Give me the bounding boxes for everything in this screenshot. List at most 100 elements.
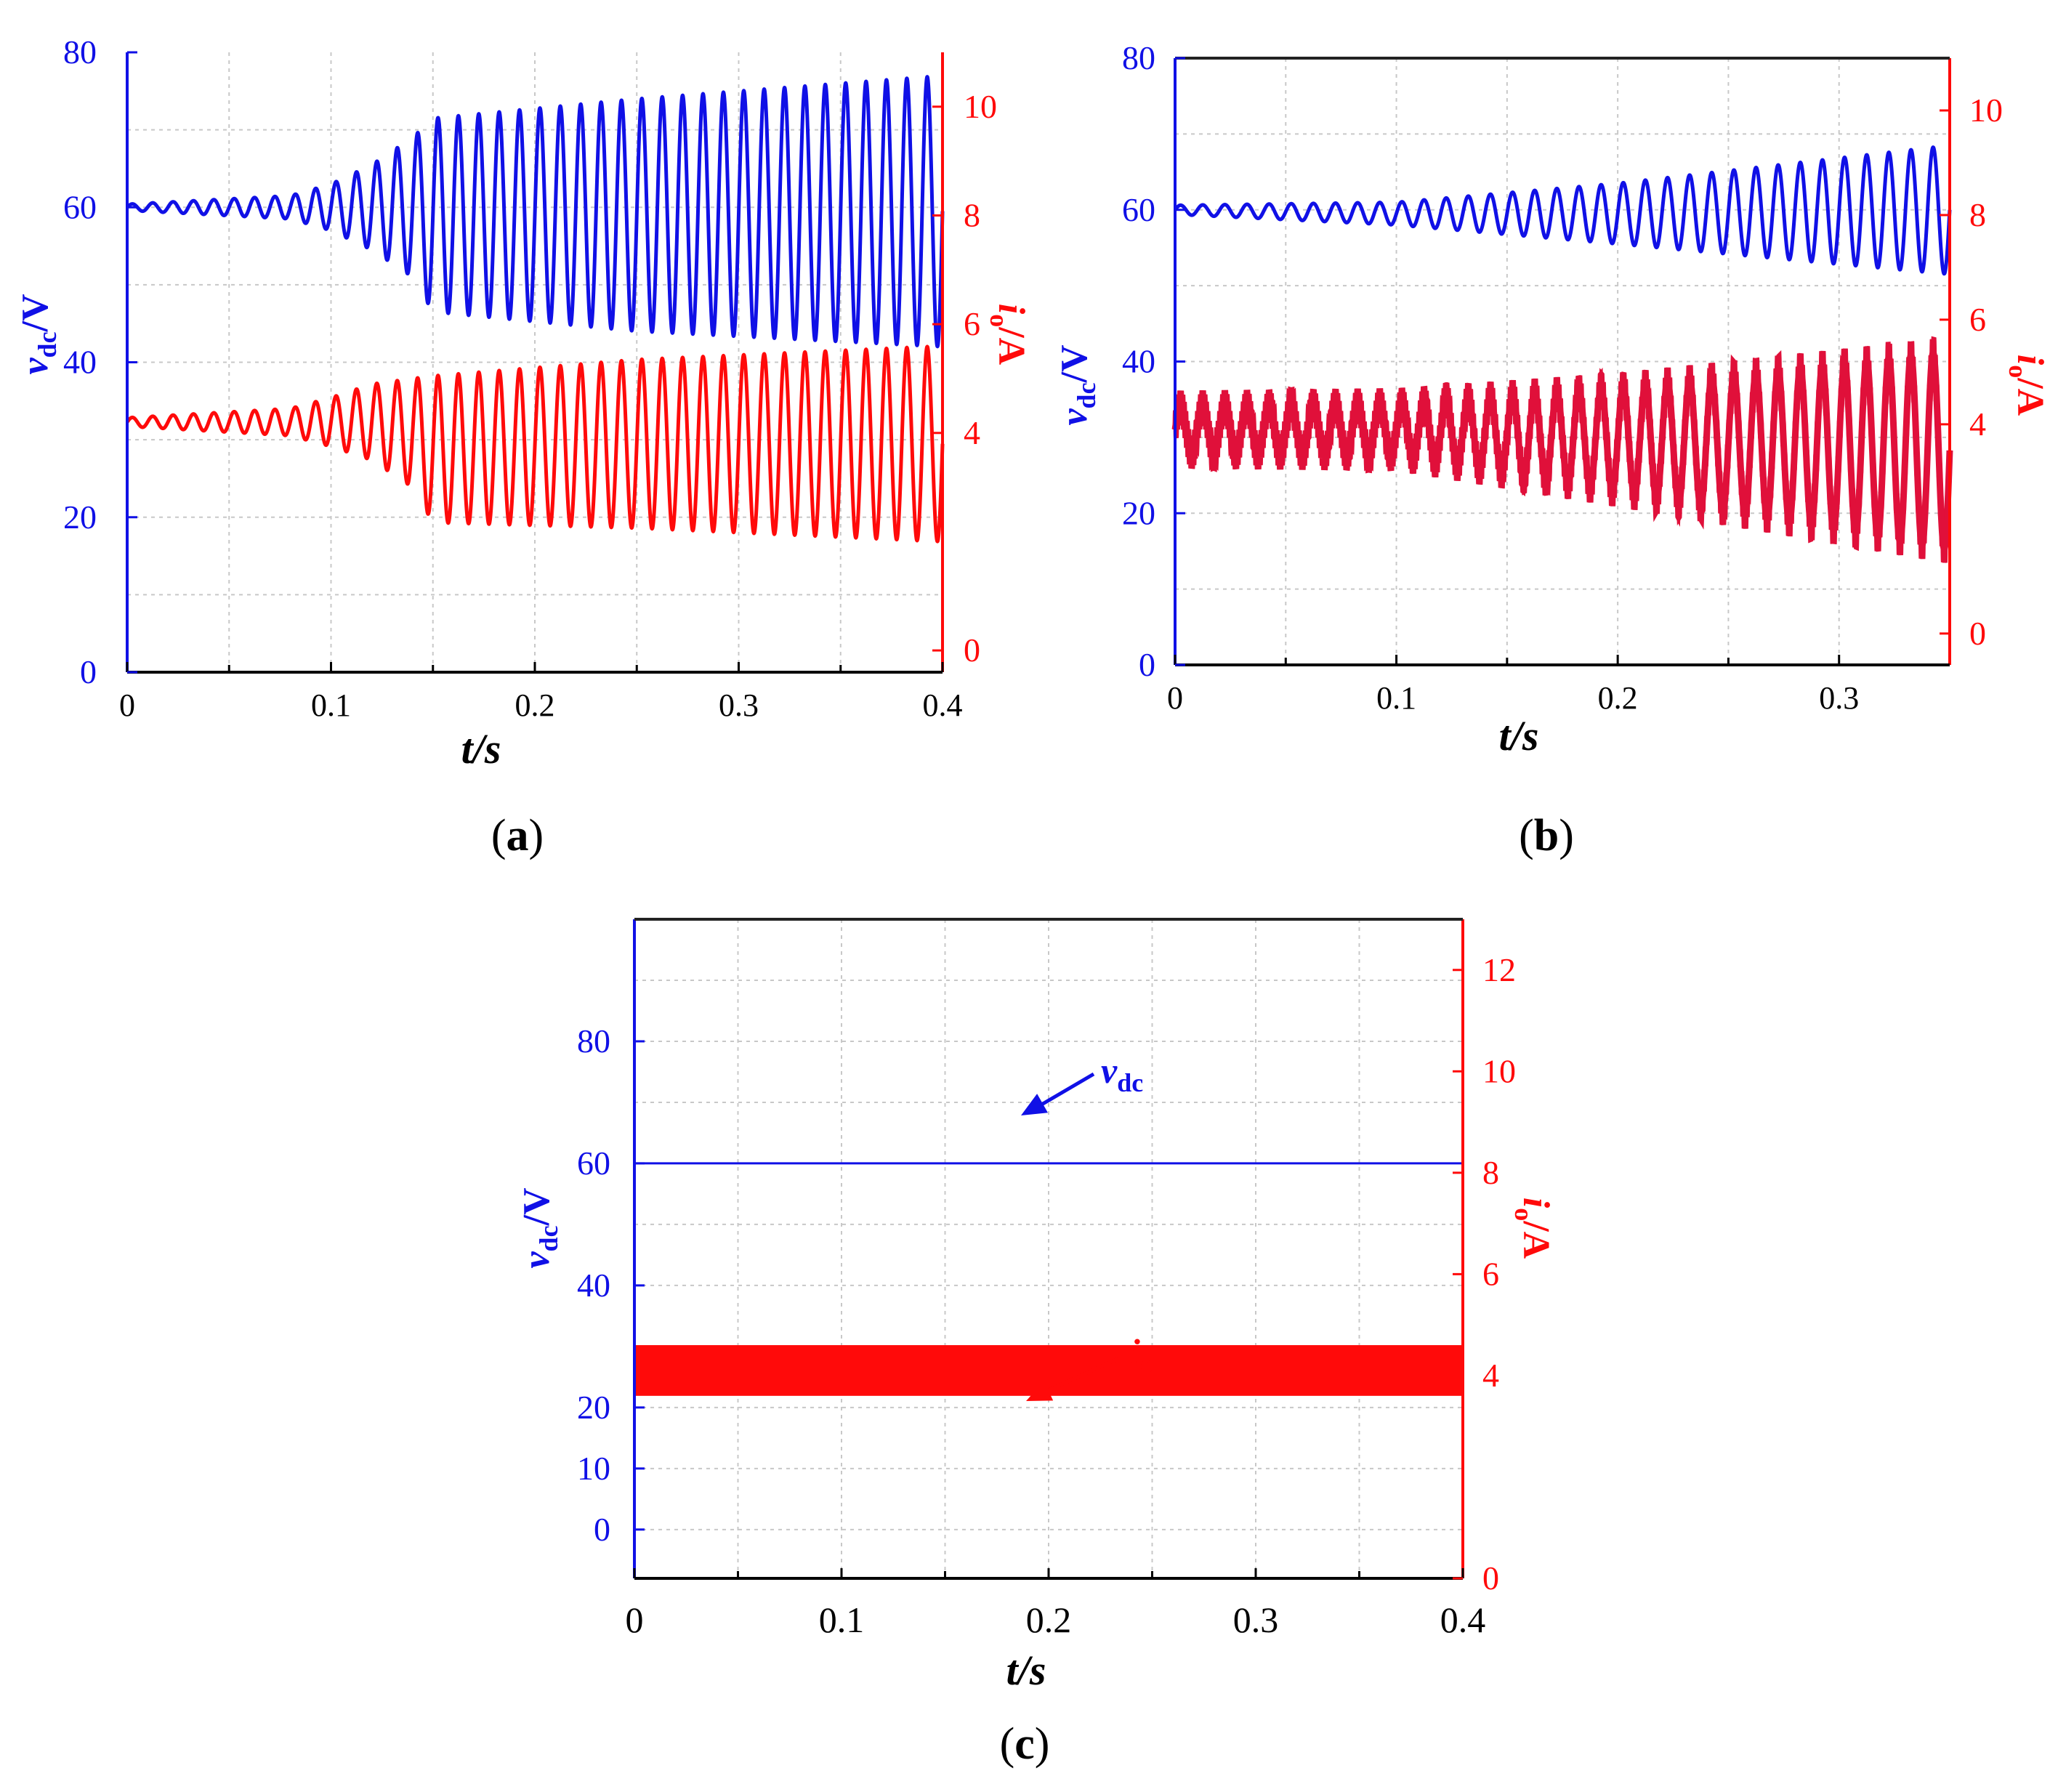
x-tick-label: 0.3 xyxy=(1233,1599,1279,1640)
x-tick-label: 0.2 xyxy=(515,687,555,723)
y-left-tick-label: 80 xyxy=(577,1022,610,1060)
y-left-tick-label: 40 xyxy=(1122,343,1155,380)
y-right-tick-label: 4 xyxy=(964,414,980,451)
series-i_o-ripple xyxy=(1172,336,1953,563)
y-right-tick-label: 6 xyxy=(1969,301,1986,338)
series-v_dc xyxy=(1173,145,1952,276)
ylabel-left-main: v xyxy=(15,358,56,375)
y-left-tick-label: 20 xyxy=(577,1389,610,1426)
y-axis-label-left: vdc/V xyxy=(516,1187,563,1268)
x-axis-label: t/s xyxy=(461,725,501,772)
x-tick-label: 0.1 xyxy=(1376,680,1416,716)
y-right-tick-label: 0 xyxy=(964,631,980,669)
ylabel-right-main: i xyxy=(990,304,1032,315)
x-axis-label: t/s xyxy=(1006,1647,1046,1694)
x-tick-label: 0.1 xyxy=(819,1599,865,1640)
caption-c: (c) xyxy=(1000,1719,1050,1769)
y-left-tick-label: 40 xyxy=(577,1267,610,1304)
y-right-tick-label: 8 xyxy=(1482,1154,1499,1191)
caption-open: ( xyxy=(491,811,507,860)
annotation-arrow-shaft xyxy=(1033,1072,1095,1111)
y-left-tick-label: 20 xyxy=(63,499,97,536)
y-left-tick-label: 60 xyxy=(63,188,97,225)
caption-close: ) xyxy=(1035,1719,1050,1769)
annotation-io: io xyxy=(1026,1331,1153,1401)
y-left-tick-label: 40 xyxy=(63,344,97,381)
ylabel-left-sub: dc xyxy=(33,331,62,358)
x-tick-label: 0.4 xyxy=(923,687,963,723)
y-left-tick-label: 20 xyxy=(1122,494,1155,531)
ylabel-left-unit: /V xyxy=(516,1187,557,1226)
y-right-tick-label: 8 xyxy=(964,196,980,233)
x-tick-label: 0.2 xyxy=(1598,680,1638,716)
x-axis-label: t/s xyxy=(1499,712,1539,759)
y-axis-label-right: io/A xyxy=(1509,1198,1557,1259)
chart-c: 0 0.1 0.2 0.3 0.40102040608004681012t/svdc/V… xyxy=(516,918,1557,1769)
y-left-tick-label: 80 xyxy=(63,33,97,70)
annotation-label: io xyxy=(1130,1331,1153,1379)
ylabel-right-sub: o xyxy=(985,314,1014,327)
y-left-tick-label: 0 xyxy=(1139,646,1155,683)
caption-letter: c xyxy=(1014,1719,1035,1769)
x-tick-label: 0.4 xyxy=(1440,1599,1486,1640)
y-right-tick-label: 12 xyxy=(1482,951,1516,988)
ylabel-left-main: v xyxy=(516,1251,557,1269)
y-left-tick-label: 60 xyxy=(577,1145,610,1182)
annotation-arrow-head xyxy=(1026,1381,1054,1401)
x-tick-label: 0.2 xyxy=(1026,1599,1072,1640)
annotation-arrow-head xyxy=(1021,1094,1048,1115)
y-right-tick-label: 10 xyxy=(1969,92,2003,129)
ylabel-left-unit: /V xyxy=(15,294,56,332)
chart-b: 0 0.1 0.2 0.3 0 20 40 60 80 0 4 6 8 10 t/s vdc/V io/A (b) xyxy=(1054,39,2050,860)
x-tick-label: 0.3 xyxy=(1819,680,1859,716)
ylabel-right-unit: /A xyxy=(990,326,1032,365)
y-right-tick-label: 4 xyxy=(1482,1357,1499,1394)
ylabel-left-sub: dc xyxy=(534,1225,563,1251)
y-axis-label-left: vdc/V xyxy=(1054,344,1101,425)
caption-b: (b) xyxy=(1519,811,1574,860)
annotation-main: v xyxy=(1101,1050,1118,1091)
annotation-vdc: vdc xyxy=(1021,1050,1143,1115)
ylabel-right-unit: /A xyxy=(1515,1220,1557,1259)
caption-open: ( xyxy=(1000,1719,1015,1769)
annotation-label: vdc xyxy=(1101,1050,1143,1097)
y-axis-label-left: vdc/V xyxy=(15,294,62,374)
x-tick-label: 0 xyxy=(119,687,135,723)
y-right-tick-label: 0 xyxy=(1482,1559,1499,1597)
series-i_o xyxy=(634,1345,1463,1396)
y-right-tick-label: 8 xyxy=(1969,196,1986,233)
ylabel-left-unit: /V xyxy=(1054,344,1095,383)
ylabel-right-sub: o xyxy=(1509,1208,1538,1221)
caption-letter: b xyxy=(1534,811,1559,860)
series-v_dc xyxy=(125,75,945,349)
caption-close: ) xyxy=(1559,811,1574,860)
y-left-tick-label: 60 xyxy=(1122,191,1155,228)
y-axis-label-right: io/A xyxy=(2003,355,2050,416)
annotation-sub: o xyxy=(1140,1349,1153,1379)
y-right-tick-label: 4 xyxy=(1969,405,1986,443)
x-tick-label: 0 xyxy=(626,1599,644,1640)
y-right-tick-label: 0 xyxy=(1969,615,1986,652)
y-right-tick-label: 6 xyxy=(964,305,980,342)
annotation-arrow-shaft xyxy=(1038,1357,1119,1397)
ylabel-right-main: i xyxy=(1515,1198,1557,1208)
y-right-tick-label: 10 xyxy=(964,88,997,125)
y-right-tick-label: 6 xyxy=(1482,1255,1499,1292)
series-i_o xyxy=(125,344,945,544)
x-tick-label: 0 xyxy=(1167,680,1183,716)
caption-open: ( xyxy=(1519,811,1534,860)
y-axis-label-right: io/A xyxy=(985,304,1032,366)
ylabel-right-sub: o xyxy=(2003,365,2033,378)
x-tick-label: 0.1 xyxy=(311,687,351,723)
caption-a: (a) xyxy=(491,811,544,860)
x-tick-label: 0.3 xyxy=(719,687,759,723)
y-left-tick-label: 80 xyxy=(1122,39,1155,76)
caption-letter: a xyxy=(507,811,529,860)
annotation-sub: dc xyxy=(1117,1068,1143,1097)
y-left-tick-label: 10 xyxy=(577,1450,610,1487)
ylabel-left-sub: dc xyxy=(1072,382,1101,408)
ylabel-left-main: v xyxy=(1054,408,1095,426)
ylabel-right-main: i xyxy=(2009,355,2050,366)
